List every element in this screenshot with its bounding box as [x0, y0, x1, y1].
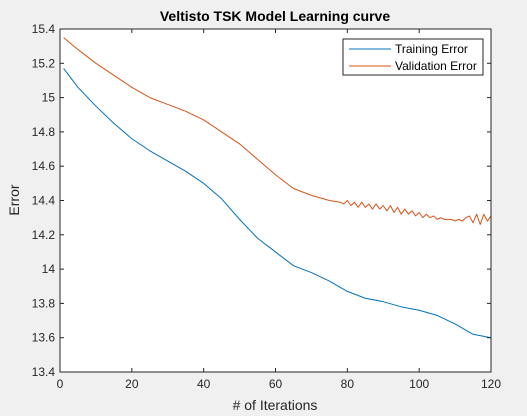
plot-area	[60, 29, 491, 372]
y-tick-label: 15	[42, 91, 56, 105]
y-tick-label: 15.2	[32, 56, 56, 70]
ticks-layer: 0 20 40 60 80 100 120 13.4 13.6 13.8 14 14.2 14.4 14.…	[32, 22, 502, 391]
y-tick-label: 14.8	[32, 125, 56, 139]
y-tick-label: 15.4	[32, 22, 56, 36]
y-tick-label: 13.4	[32, 365, 56, 379]
x-tick-label: 40	[197, 377, 211, 391]
x-tick-label: 0	[57, 377, 64, 391]
x-tick-label: 120	[481, 377, 501, 391]
validation-error-line	[63, 37, 492, 226]
x-tick-label: 20	[125, 377, 139, 391]
y-tick-label: 14.2	[32, 228, 56, 242]
legend-label-validation: Validation Error	[395, 59, 477, 73]
x-tick-label: 100	[409, 377, 429, 391]
training-error-line	[63, 68, 492, 339]
legend-label-training: Training Error	[395, 42, 468, 56]
x-tick-label: 80	[341, 377, 355, 391]
y-tick-label: 14	[42, 262, 56, 276]
chart-title: Veltisto TSK Model Learning curve	[160, 8, 390, 24]
y-tick-label: 13.6	[32, 331, 56, 345]
legend-box	[342, 38, 484, 76]
legend: Training Error Validation Error	[342, 38, 484, 76]
series-layer	[63, 37, 492, 339]
y-tick-label: 13.8	[32, 296, 56, 310]
y-tick-label: 14.4	[32, 194, 56, 208]
y-tick-label: 14.6	[32, 159, 56, 173]
y-axis-label: Error	[6, 184, 22, 215]
x-axis-label: # of Iterations	[233, 397, 318, 413]
x-tick-label: 60	[269, 377, 283, 391]
